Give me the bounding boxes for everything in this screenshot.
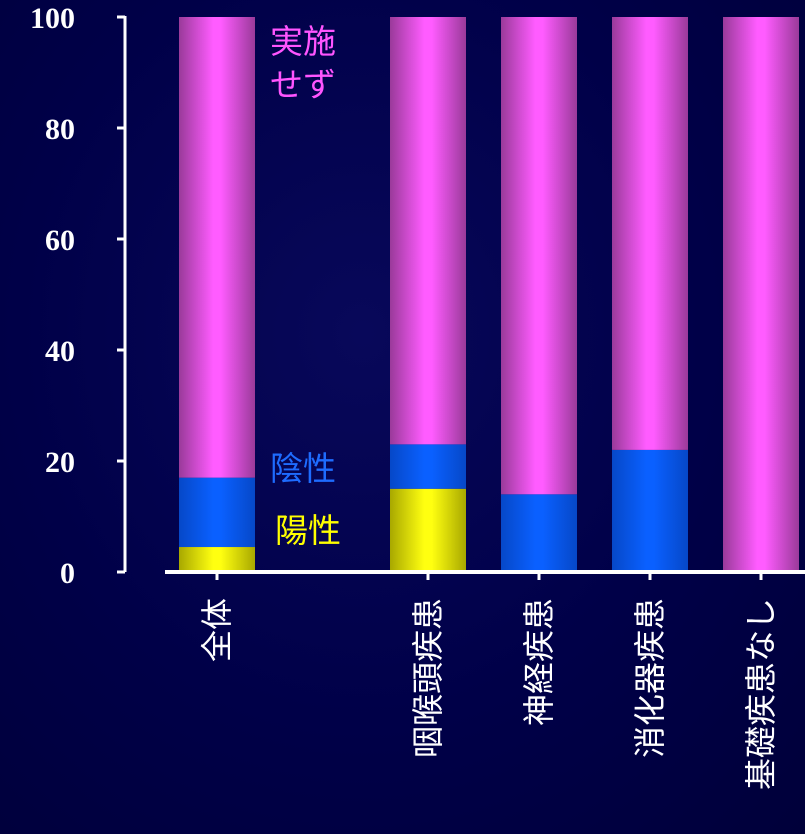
bar-segment-positive (390, 488, 466, 572)
bar-segment-negative (390, 444, 466, 489)
bar-segment-not-performed (501, 17, 577, 495)
bar-segment-not-performed (723, 17, 799, 572)
y-tick-label: 80 (45, 113, 75, 146)
series-annotation-label: せず (270, 65, 336, 104)
bar-segment-negative (612, 449, 688, 572)
bar-segment-not-performed (179, 17, 255, 478)
category-label: 基礎疾患なし (742, 598, 780, 790)
bar-segment-negative (179, 477, 255, 548)
series-annotation-label: 実施 (270, 22, 336, 61)
bar-segment-not-performed (612, 17, 688, 450)
y-tick-label: 20 (45, 446, 75, 479)
bar-segment-not-performed (390, 17, 466, 445)
category-label: 神経疾患 (520, 598, 558, 726)
y-tick-label: 0 (60, 557, 75, 590)
category-label: 全体 (198, 598, 236, 662)
bar-segment-positive (179, 547, 255, 572)
category-label: 消化器疾患 (631, 598, 669, 758)
bar-segment-negative (501, 494, 577, 572)
y-tick-label: 60 (45, 224, 75, 257)
y-tick-label: 100 (30, 2, 75, 35)
category-label: 咽喉頭疾患 (409, 598, 447, 758)
y-tick-label: 40 (45, 335, 75, 368)
series-annotation-label: 陰性 (270, 449, 336, 488)
series-annotation-label: 陽性 (275, 511, 341, 550)
